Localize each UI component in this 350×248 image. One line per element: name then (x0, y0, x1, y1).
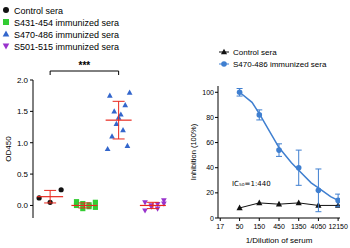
legend-label: Control sera (233, 48, 277, 57)
y-axis (33, 80, 34, 218)
left-chart: 0.0 0.5 1.0 1.5 2.0 OD450 Control sera S431-454… (3, 6, 167, 219)
legend: Control sera S470-486 immunized sera (219, 48, 327, 69)
x-tick (239, 218, 240, 221)
data-point (59, 187, 64, 192)
x-tick-label: 1350 (291, 223, 307, 230)
legend-marker (3, 19, 9, 25)
legend-label: S470-486 immunized sera (14, 30, 119, 40)
x-tick-label: 450 (273, 223, 285, 230)
legend-label: Control sera (14, 6, 63, 16)
y-tick (30, 174, 33, 175)
right-chart: 0 20 40 60 80 100 17 50 150 450 1350 405012150 1/Dil… (189, 48, 348, 245)
significance-label: *** (79, 60, 91, 71)
legend-label: S470-486 immunized sera (233, 60, 327, 69)
legend-marker (221, 49, 227, 55)
plot-area (237, 89, 340, 212)
error-bar (78, 203, 90, 208)
y-tick (215, 117, 218, 118)
y-tick-label: 80 (206, 114, 214, 121)
y-tick-label: 20 (206, 189, 214, 196)
y-tick (30, 111, 33, 112)
data-point (111, 108, 117, 113)
x-tick (259, 218, 260, 221)
data-point (74, 199, 79, 204)
x-tick (338, 218, 339, 221)
y-tick (215, 167, 218, 168)
data-point (276, 201, 282, 207)
legend-label: S431-454 immunized sera (14, 18, 119, 28)
y-tick-label: 0.5 (17, 170, 29, 179)
y-tick-label: 0 (210, 215, 214, 222)
y-tick (215, 92, 218, 93)
y-tick (30, 142, 33, 143)
x-tick (318, 218, 319, 221)
x-tick (220, 218, 221, 221)
data-point (142, 208, 148, 213)
data-point (127, 89, 133, 94)
significance-bracket (50, 71, 119, 75)
data-point (237, 205, 243, 211)
data-point (107, 93, 113, 98)
y-tick (215, 218, 218, 219)
legend-marker (3, 30, 10, 36)
x-tick-label: 17 (216, 223, 224, 230)
x-tick (298, 218, 299, 221)
error-bar (315, 169, 321, 212)
legend: Control sera S431-454 immunized sera S470-… (3, 6, 119, 52)
x-tick-label: 4050 (311, 223, 327, 230)
x-tick-label: 150 (253, 223, 265, 230)
data-point (296, 200, 302, 206)
error-bar (147, 202, 159, 208)
legend-marker (221, 61, 227, 67)
data-point (109, 133, 115, 138)
y-tick-label: 0.0 (17, 201, 29, 210)
y-axis (218, 86, 219, 218)
x-tick-label: 50 (236, 223, 244, 230)
y-tick (215, 192, 218, 193)
y-axis-label: Inhibition (100%) (189, 123, 198, 180)
annotation: IC₅₀=1:440 (232, 180, 271, 188)
y-tick (30, 80, 33, 81)
y-tick-label: 1.5 (17, 107, 29, 116)
x-tick-label: 12150 (328, 223, 348, 230)
data-point (93, 200, 98, 205)
legend-marker (3, 44, 10, 50)
data-point (142, 200, 148, 205)
legend-marker (3, 7, 9, 13)
y-tick-label: 2.0 (17, 76, 29, 85)
y-tick-label: 1.0 (17, 139, 29, 148)
y-tick-label: 100 (202, 89, 214, 96)
legend-label: S501-515 immunized sera (14, 42, 119, 52)
data-point (122, 102, 128, 107)
error-bar (44, 190, 56, 203)
series-line (240, 203, 339, 208)
figure: 0.0 0.5 1.0 1.5 2.0 OD450 Control sera S431-454… (0, 0, 350, 248)
data-point (256, 200, 262, 206)
x-tick (279, 218, 280, 221)
y-tick-label: 60 (206, 139, 214, 146)
x-axis-label: 1/Dilution of serum (246, 236, 313, 245)
data-point (120, 127, 126, 132)
error-bar (113, 101, 125, 139)
y-tick (215, 142, 218, 143)
data-point (125, 143, 131, 148)
y-axis-label: OD450 (4, 136, 13, 162)
data-point (105, 146, 111, 151)
plot-area (37, 89, 167, 213)
data-point (155, 207, 161, 212)
y-tick (30, 205, 33, 206)
y-tick-label: 40 (206, 164, 214, 171)
